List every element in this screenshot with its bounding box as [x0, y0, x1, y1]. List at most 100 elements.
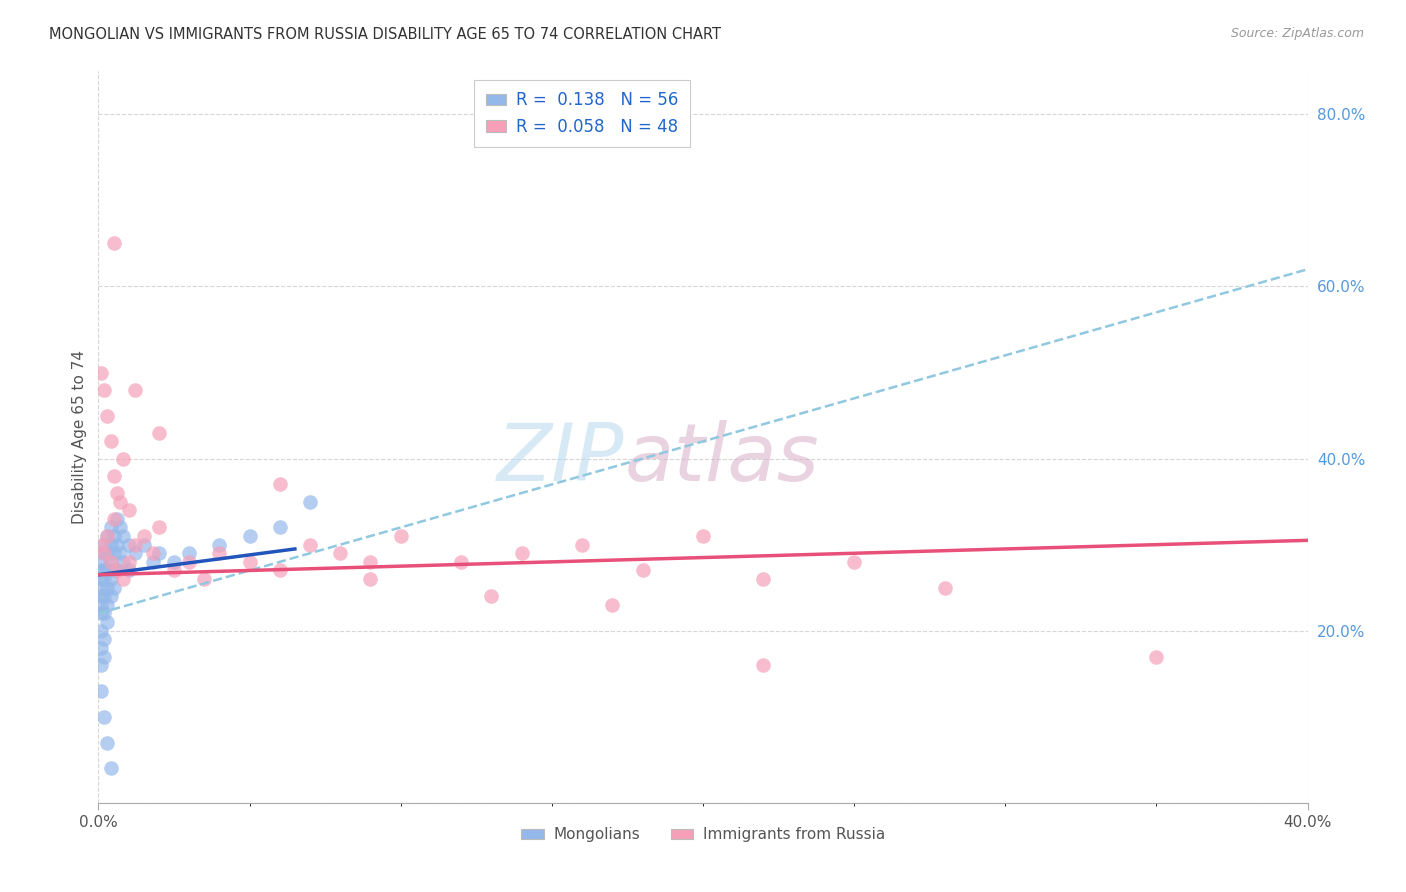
Point [148, 546, 170, 560]
Point [148, 425, 170, 440]
Point [844, 555, 866, 569]
Point [105, 486, 128, 500]
Point [124, 383, 146, 397]
Point [481, 589, 503, 603]
Point [96, 529, 118, 543]
Point [90, 555, 112, 569]
Point [631, 564, 654, 578]
Point [239, 555, 262, 569]
Point [100, 761, 122, 775]
Point [299, 494, 322, 508]
Point [96, 581, 118, 595]
Point [163, 555, 186, 569]
Point [105, 564, 128, 578]
Point [208, 546, 231, 560]
Point [103, 564, 125, 578]
Point [124, 546, 146, 560]
Point [148, 520, 170, 534]
Point [118, 538, 141, 552]
Point [100, 555, 122, 569]
Point [90, 581, 112, 595]
Point [96, 529, 118, 543]
Point [90, 538, 112, 552]
Point [103, 236, 125, 251]
Point [96, 546, 118, 560]
Point [93, 538, 115, 552]
Point [571, 538, 593, 552]
Y-axis label: Disability Age 65 to 74: Disability Age 65 to 74 [72, 350, 87, 524]
Point [103, 546, 125, 560]
Point [111, 451, 134, 466]
Point [90, 658, 112, 673]
Point [510, 546, 533, 560]
Point [118, 564, 141, 578]
Point [111, 555, 134, 569]
Point [100, 589, 122, 603]
Point [100, 538, 122, 552]
Point [193, 572, 215, 586]
Point [105, 564, 128, 578]
Point [163, 564, 186, 578]
Point [93, 572, 115, 586]
Point [692, 529, 714, 543]
Point [269, 520, 291, 534]
Point [208, 538, 231, 552]
Point [96, 735, 118, 749]
Point [96, 409, 118, 423]
Point [90, 366, 112, 380]
Point [329, 546, 352, 560]
Point [108, 520, 131, 534]
Text: atlas: atlas [624, 420, 820, 498]
Point [103, 468, 125, 483]
Point [93, 649, 115, 664]
Text: Source: ZipAtlas.com: Source: ZipAtlas.com [1230, 27, 1364, 40]
Point [450, 555, 472, 569]
Point [96, 615, 118, 629]
Point [132, 538, 155, 552]
Point [90, 607, 112, 621]
Point [93, 710, 115, 724]
Point [239, 529, 262, 543]
Point [142, 555, 165, 569]
Point [179, 555, 201, 569]
Point [90, 624, 112, 638]
Point [752, 658, 775, 673]
Point [752, 572, 775, 586]
Point [103, 529, 125, 543]
Point [90, 640, 112, 655]
Point [269, 564, 291, 578]
Point [111, 572, 134, 586]
Point [90, 572, 112, 586]
Point [934, 581, 956, 595]
Point [93, 546, 115, 560]
Point [360, 555, 382, 569]
Point [100, 434, 122, 449]
Point [269, 477, 291, 491]
Point [179, 546, 201, 560]
Point [124, 538, 146, 552]
Point [105, 538, 128, 552]
Point [90, 589, 112, 603]
Point [100, 520, 122, 534]
Point [1144, 649, 1167, 664]
Point [111, 529, 134, 543]
Legend: Mongolians, Immigrants from Russia: Mongolians, Immigrants from Russia [513, 820, 893, 850]
Point [100, 572, 122, 586]
Point [93, 564, 115, 578]
Point [103, 512, 125, 526]
Point [96, 564, 118, 578]
Point [142, 546, 165, 560]
Point [93, 589, 115, 603]
Point [132, 529, 155, 543]
Point [90, 564, 112, 578]
Text: ZIP: ZIP [498, 420, 624, 498]
Text: MONGOLIAN VS IMMIGRANTS FROM RUSSIA DISABILITY AGE 65 TO 74 CORRELATION CHART: MONGOLIAN VS IMMIGRANTS FROM RUSSIA DISA… [49, 27, 721, 42]
Point [389, 529, 412, 543]
Point [118, 503, 141, 517]
Point [108, 494, 131, 508]
Point [93, 607, 115, 621]
Point [100, 555, 122, 569]
Point [90, 684, 112, 698]
Point [602, 598, 624, 612]
Point [90, 598, 112, 612]
